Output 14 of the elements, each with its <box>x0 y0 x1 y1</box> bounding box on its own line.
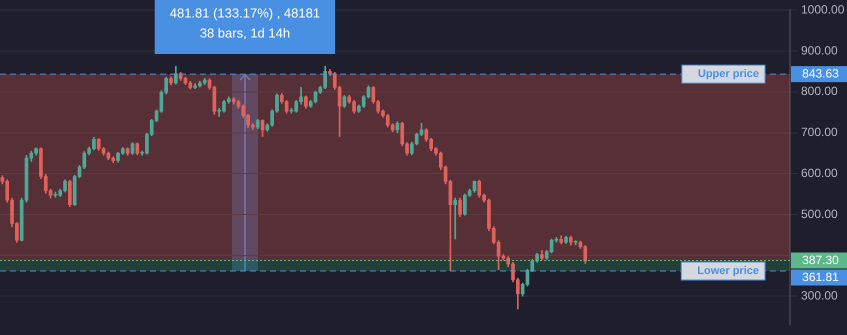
y-tick-label: 600.00 <box>801 166 838 180</box>
y-tick-label: 900.00 <box>801 43 838 58</box>
y-tick-label: 1000.00 <box>801 2 845 17</box>
y-tick-label: 700.00 <box>801 125 838 140</box>
ref-line-label: Lower price <box>697 264 760 277</box>
ref-line-label: Upper price <box>698 68 760 80</box>
annotation: 38 bars, 1d 14h <box>200 26 290 41</box>
text: 843.63 <box>802 66 840 80</box>
y-tick-label: 800.00 <box>801 84 838 98</box>
text: 361.81 <box>802 270 840 284</box>
annotation: 481.81 (133.17%) , 48181 <box>170 6 320 21</box>
y-tick-label: 300.00 <box>801 288 838 303</box>
y-tick-label: 500.00 <box>801 206 838 221</box>
text: 387.30 <box>802 252 840 267</box>
